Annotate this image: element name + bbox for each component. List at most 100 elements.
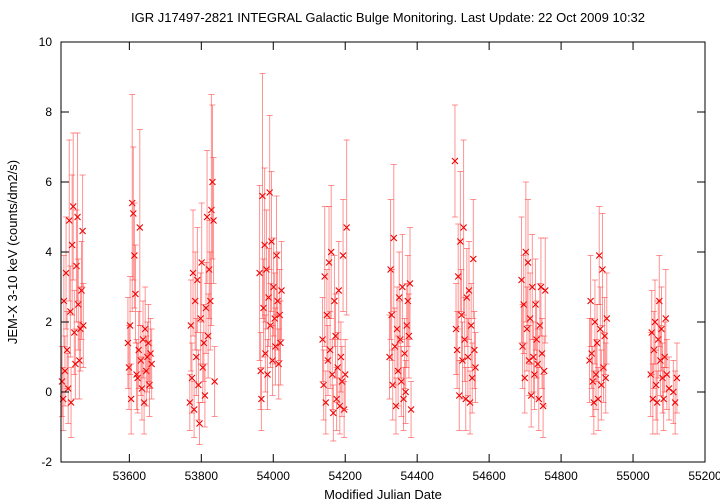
data-point [665, 356, 673, 421]
data-point [541, 237, 549, 344]
x-tick-label: 55000 [616, 469, 650, 483]
data-point [273, 195, 280, 316]
x-marker [277, 339, 284, 347]
x-marker [537, 283, 545, 291]
y-tick-label: 2 [45, 315, 52, 329]
x-marker [131, 252, 138, 259]
x-marker [132, 290, 139, 298]
data-point [264, 339, 271, 410]
x-marker [464, 353, 472, 361]
data-point [329, 384, 337, 442]
data-point [322, 370, 330, 435]
x-marker [198, 259, 206, 266]
x-tick-label: 53600 [113, 469, 147, 483]
data-point [193, 227, 201, 333]
x-marker [69, 203, 77, 210]
data-point [69, 132, 77, 281]
x-marker [58, 378, 66, 385]
axes: -2 0 2 4 6 8 10 53600 53800 54000 54200 54400 54600 5… [39, 35, 720, 483]
x-marker [210, 217, 217, 224]
data-point [532, 258, 539, 351]
x-marker [595, 252, 603, 259]
x-marker [68, 241, 76, 249]
x-marker [341, 371, 349, 378]
x-marker [470, 346, 478, 354]
data-point [257, 332, 265, 410]
plot-area [58, 73, 681, 445]
x-marker [593, 339, 601, 347]
data-point [203, 150, 211, 284]
data-point [343, 139, 351, 316]
x-marker [209, 178, 216, 186]
data-point [201, 363, 209, 428]
x-marker [406, 280, 414, 287]
data-point [662, 269, 670, 368]
data-point [341, 339, 349, 410]
x-marker [395, 294, 403, 301]
x-marker [652, 381, 660, 389]
data-point [653, 370, 661, 435]
x-marker [456, 238, 464, 245]
data-point [64, 353, 72, 424]
data-point [260, 258, 267, 358]
x-marker [273, 252, 280, 259]
data-point [395, 251, 403, 344]
x-marker [658, 325, 665, 333]
x-marker [256, 269, 263, 277]
data-point [196, 402, 203, 445]
data-point [534, 328, 542, 400]
data-point [333, 367, 340, 431]
x-marker [467, 322, 475, 329]
x-marker [65, 217, 73, 224]
x-marker [524, 259, 532, 266]
y-tick-label: 8 [45, 105, 52, 119]
x-marker [188, 374, 196, 382]
data-point [145, 304, 152, 382]
x-axis-label: Modified Julian Date [324, 487, 442, 502]
data-point [405, 293, 413, 379]
x-marker [587, 297, 594, 305]
x-marker [322, 399, 330, 406]
x-marker [79, 322, 87, 329]
x-marker [193, 276, 201, 284]
x-marker [521, 374, 529, 382]
x-marker [653, 399, 661, 406]
x-marker [62, 269, 70, 277]
x-marker [257, 367, 265, 375]
data-point [407, 381, 415, 438]
x-tick-label: 53800 [185, 469, 219, 483]
x-marker [343, 224, 351, 231]
data-point [210, 157, 217, 284]
data-point [460, 139, 467, 316]
data-point [131, 202, 138, 309]
x-marker [333, 395, 340, 403]
x-marker [402, 388, 410, 396]
x-tick-label: 54600 [472, 469, 506, 483]
x-marker [541, 287, 549, 294]
x-marker [67, 399, 75, 406]
x-marker [126, 322, 134, 329]
data-point [673, 342, 681, 414]
x-marker [388, 311, 396, 319]
x-marker [596, 325, 604, 333]
data-point [451, 104, 459, 218]
y-tick-label: 10 [39, 35, 53, 49]
x-marker [148, 360, 156, 368]
x-marker [278, 287, 285, 294]
data-point [337, 321, 345, 393]
data-point [79, 283, 87, 368]
data-point [277, 300, 284, 386]
y-axis-label: JEM-X 3-10 keV (counts/dm2/s) [5, 160, 20, 344]
x-marker [75, 357, 83, 364]
x-marker [527, 392, 535, 399]
y-tick-label: -2 [41, 455, 52, 469]
x-marker [665, 385, 673, 392]
x-marker [70, 329, 78, 336]
x-marker [334, 364, 342, 371]
data-point [596, 286, 604, 372]
data-point [195, 349, 202, 421]
x-marker [327, 248, 335, 256]
x-marker [270, 283, 278, 291]
data-point [189, 209, 197, 337]
